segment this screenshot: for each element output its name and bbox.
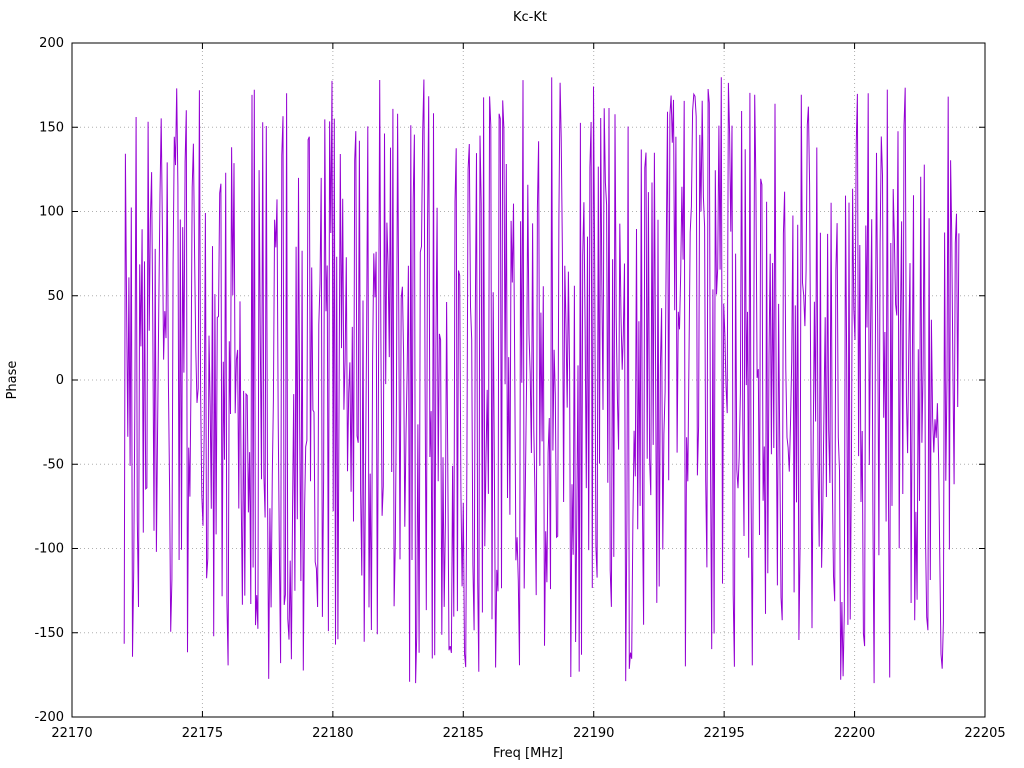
y-tick-label: -200 — [34, 710, 64, 725]
y-tick-label: 50 — [47, 289, 64, 304]
y-tick-label: 0 — [56, 373, 64, 388]
chart-title: Kc-Kt — [513, 10, 547, 25]
y-tick-label: 200 — [39, 36, 64, 51]
x-tick-label: 22195 — [703, 726, 744, 741]
x-tick-label: 22170 — [51, 726, 92, 741]
y-tick-label: -100 — [34, 542, 64, 557]
x-axis-label: Freq [MHz] — [493, 746, 563, 761]
x-tick-label: 22205 — [964, 726, 1005, 741]
x-tick-label: 22190 — [573, 726, 614, 741]
data-series-line — [123, 77, 960, 684]
y-tick-label: -150 — [34, 626, 64, 641]
x-tick-label: 22175 — [182, 726, 223, 741]
x-tick-label: 22180 — [312, 726, 353, 741]
tick-marks — [71, 42, 986, 718]
tick-labels: 22170 22175 22180 22185 22190 22195 22200 22205… — [34, 36, 1005, 741]
y-axis-label: Phase — [5, 361, 20, 400]
x-tick-label: 22200 — [834, 726, 875, 741]
x-tick-label: 22185 — [443, 726, 484, 741]
y-tick-label: 150 — [39, 120, 64, 135]
y-tick-label: 100 — [39, 205, 64, 220]
data-series-layer — [123, 77, 960, 684]
y-tick-label: -50 — [43, 457, 64, 472]
